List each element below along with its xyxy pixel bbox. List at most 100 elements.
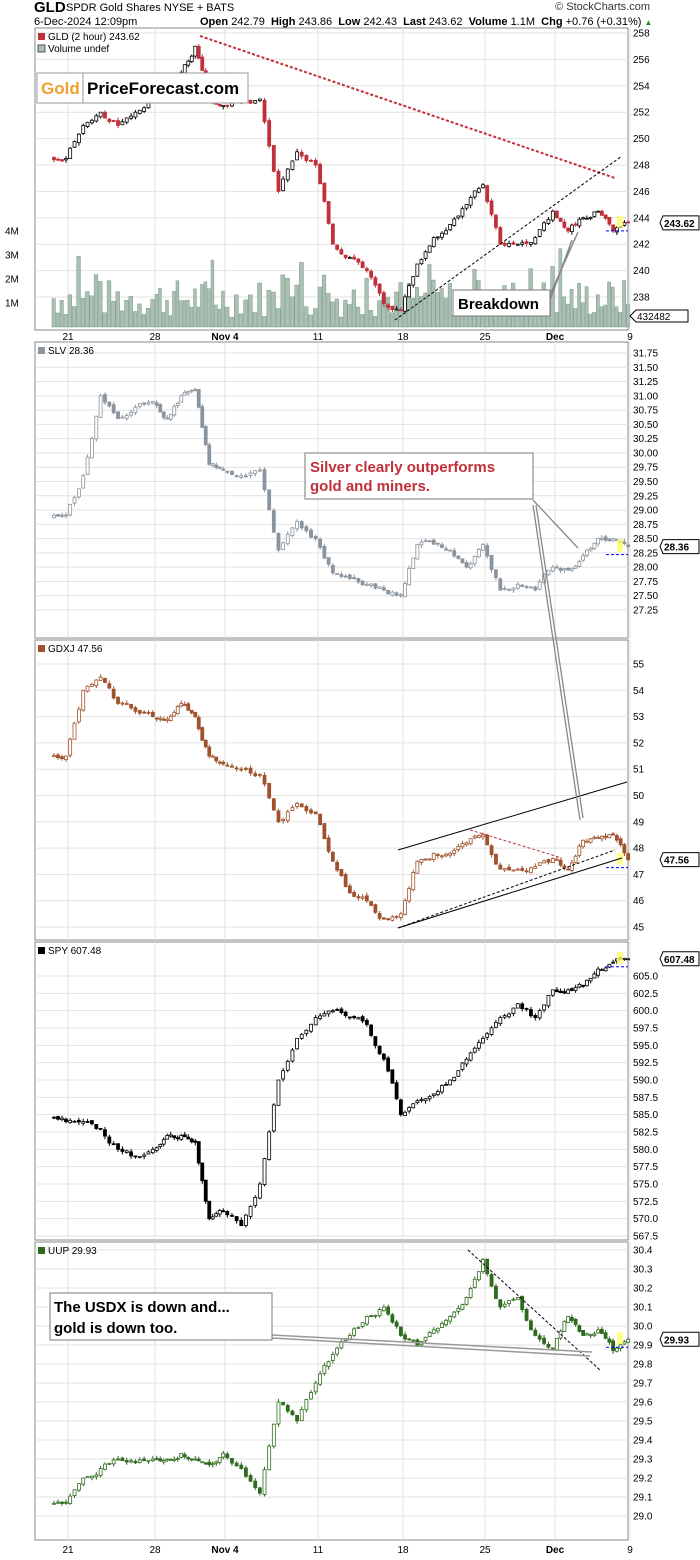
candle-body bbox=[507, 589, 511, 591]
volume-bar bbox=[106, 280, 112, 328]
volume-bar bbox=[596, 294, 600, 328]
candle-body bbox=[456, 215, 461, 219]
candle-body bbox=[524, 241, 529, 244]
candle-body bbox=[189, 1138, 194, 1143]
candle-body bbox=[390, 305, 395, 310]
volume-bar bbox=[614, 306, 619, 328]
candle-body bbox=[234, 767, 239, 770]
candle-body bbox=[485, 545, 490, 557]
candle-body bbox=[330, 565, 335, 574]
candle-body bbox=[309, 160, 313, 162]
candle-body bbox=[515, 1297, 520, 1301]
volume-bar bbox=[193, 288, 197, 328]
candle-body bbox=[326, 1361, 331, 1367]
volume-bar bbox=[89, 295, 94, 328]
candle-body bbox=[116, 411, 120, 420]
candle-body bbox=[116, 696, 120, 704]
candle-body bbox=[485, 185, 490, 202]
candle-body bbox=[168, 715, 173, 721]
datetime: 6-Dec-2024 12:09pm bbox=[34, 16, 138, 28]
candle-body bbox=[267, 120, 272, 147]
candle-body bbox=[281, 542, 286, 551]
candle-body bbox=[200, 1461, 205, 1464]
candle-body bbox=[64, 514, 68, 517]
candle-body bbox=[472, 1278, 477, 1288]
panel-uup: 29.0 29.1 29.2 29.3 29.4 29.5 29.6 29.7 29.8 29.9… bbox=[34, 1241, 700, 1541]
candle-body bbox=[390, 1069, 395, 1084]
y-tick-label: 244 bbox=[633, 213, 650, 224]
last-bar-highlight bbox=[617, 539, 623, 552]
y-tick-label: 252 bbox=[633, 108, 650, 119]
volume-bar bbox=[584, 286, 589, 328]
candle-body bbox=[626, 1338, 631, 1343]
volume-bar bbox=[175, 280, 180, 328]
candle-body bbox=[225, 1211, 230, 1216]
candle-body bbox=[415, 543, 420, 560]
candle-body bbox=[599, 1328, 604, 1334]
volume-bar bbox=[80, 298, 86, 328]
annotation-breakdown: Breakdown bbox=[458, 296, 539, 313]
candle-body bbox=[339, 868, 344, 877]
candle-body bbox=[281, 818, 286, 822]
y-tick-label: 256 bbox=[633, 55, 650, 66]
candle-body bbox=[494, 853, 498, 865]
volume-bar bbox=[385, 296, 390, 328]
candle-body bbox=[267, 1131, 272, 1160]
candle-body bbox=[124, 415, 129, 419]
candle-body bbox=[423, 858, 428, 861]
candle-body bbox=[411, 557, 416, 569]
candle-body bbox=[90, 119, 94, 124]
candle-body bbox=[360, 896, 365, 899]
y-tick-label: 30.0 bbox=[633, 1322, 653, 1333]
candle-body bbox=[161, 411, 166, 418]
candle-body bbox=[52, 157, 56, 161]
candle-body bbox=[369, 901, 374, 906]
gridlines bbox=[35, 942, 631, 1240]
y-tick-label: 49 bbox=[633, 817, 645, 828]
candle-body bbox=[203, 1179, 208, 1202]
y-tick-label: 595.0 bbox=[633, 1041, 658, 1052]
volume-bar bbox=[611, 286, 615, 328]
candle-body bbox=[566, 567, 571, 571]
candle-legend-icon bbox=[38, 947, 45, 954]
candle-body bbox=[596, 538, 601, 545]
volume-bar bbox=[573, 308, 578, 328]
candle-body bbox=[322, 823, 327, 840]
volume-bar bbox=[588, 313, 593, 328]
y-tick-label: 29.5 bbox=[633, 1417, 653, 1428]
candle-body bbox=[440, 1085, 444, 1093]
y-tick-label: 29.50 bbox=[633, 477, 658, 488]
volume-bar bbox=[558, 248, 563, 328]
candle-body bbox=[566, 1316, 571, 1324]
callout-pointer bbox=[271, 1334, 593, 1357]
candle-body bbox=[207, 444, 212, 465]
candle-body bbox=[542, 1004, 546, 1011]
candle-body bbox=[498, 1299, 503, 1308]
candle-body bbox=[203, 1462, 208, 1465]
volume-bar bbox=[200, 284, 204, 328]
annotations: Gold PriceForecast.com Breakdown Silver cle… bbox=[36, 72, 593, 1357]
candle-body bbox=[386, 1057, 391, 1072]
candle-body bbox=[550, 858, 555, 863]
candle-body bbox=[431, 1329, 436, 1334]
y-tick-label: 29.1 bbox=[633, 1493, 653, 1504]
candle-body bbox=[150, 712, 155, 718]
candle-body bbox=[111, 1143, 116, 1146]
candle-body bbox=[52, 1502, 56, 1505]
candle-body bbox=[599, 835, 604, 840]
candle-body bbox=[584, 840, 589, 843]
candle-body bbox=[460, 1304, 465, 1310]
y-tick-label: 27.25 bbox=[633, 606, 658, 617]
candle-body bbox=[464, 562, 469, 568]
last-price-label: 29.93 bbox=[664, 1335, 689, 1346]
candle-body bbox=[339, 249, 344, 255]
volume-bar bbox=[248, 294, 253, 328]
volume-bar bbox=[592, 312, 596, 328]
candle-body bbox=[335, 1009, 340, 1011]
candle-body bbox=[481, 1259, 485, 1273]
candle-body bbox=[116, 1143, 120, 1150]
candle-body bbox=[599, 969, 604, 972]
y-tick-label: 597.5 bbox=[633, 1024, 658, 1035]
y-tick-label: 600.0 bbox=[633, 1006, 658, 1017]
